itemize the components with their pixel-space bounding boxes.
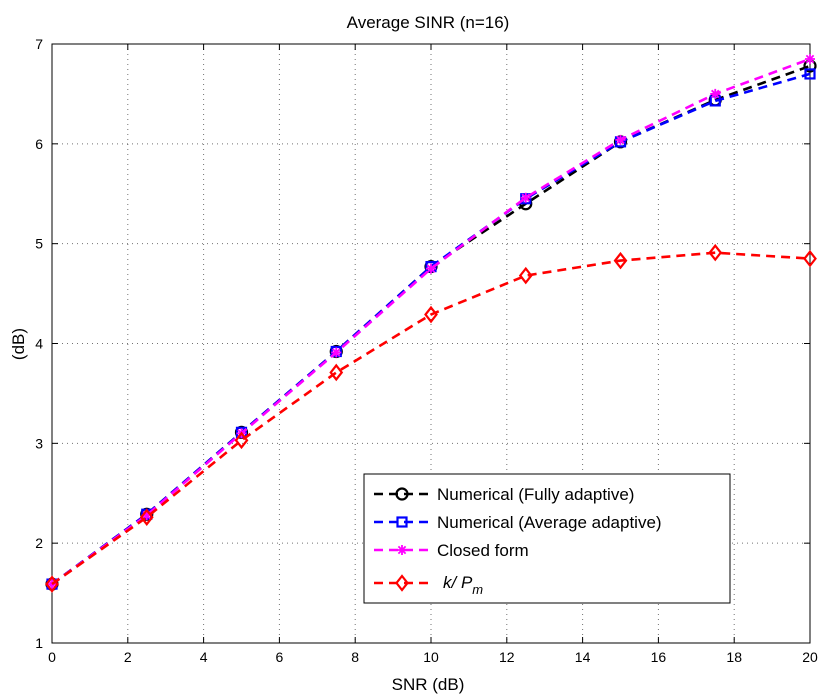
y-tick-label: 5 [35, 236, 43, 252]
data-point-k-over-pm [139, 508, 154, 526]
x-tick-label: 6 [276, 649, 284, 665]
data-point-k-over-pm [613, 251, 628, 270]
legend-marker-average-adaptive [396, 516, 408, 528]
x-tick-label: 14 [575, 649, 591, 665]
y-tick-label: 3 [35, 435, 43, 451]
legend-box [363, 473, 731, 604]
data-point-k-over-pm [708, 243, 723, 262]
x-tick-label: 10 [423, 649, 439, 665]
data-point-closed-form [615, 134, 626, 145]
x-tick-label: 20 [802, 649, 818, 665]
series-k-over-pm [45, 243, 817, 593]
legend-label-k-over-pm: k/ Pm [443, 573, 483, 597]
y-tick-label: 4 [35, 336, 43, 352]
x-tick-label: 0 [48, 649, 56, 665]
data-point-k-over-pm [45, 575, 59, 593]
x-axis-label: SNR (dB) [392, 675, 465, 694]
y-tick-label: 1 [35, 635, 43, 651]
data-point-k-over-pm [803, 249, 817, 268]
x-tick-label: 4 [200, 649, 208, 665]
legend-label-k-over-p: k/ P [443, 573, 473, 592]
data-series [45, 53, 817, 593]
legend-label-subscript-m: m [472, 582, 483, 597]
data-point-closed-form [710, 88, 721, 99]
data-point-closed-form [141, 510, 152, 521]
series-line-closed-form [51, 57, 811, 586]
data-point-closed-form [805, 53, 815, 64]
chart-title: Average SINR (n=16) [347, 13, 510, 32]
series-line-k-over-pm [51, 251, 811, 586]
legend-label-fully-adaptive: Numerical (Fully adaptive) [437, 485, 634, 504]
legend-label-average-adaptive: Numerical (Average adaptive) [437, 513, 662, 532]
data-point-closed-form [520, 192, 531, 203]
y-axis-label: (dB) [9, 328, 28, 360]
legend-marker-k-over-pm [395, 574, 409, 592]
data-point-k-over-pm [329, 363, 344, 382]
y-tick-label: 2 [35, 535, 43, 551]
x-tick-label: 18 [726, 649, 742, 665]
y-tick-label: 6 [35, 136, 43, 152]
x-tick-label: 8 [351, 649, 359, 665]
data-point-closed-form [426, 263, 436, 274]
data-point-closed-form [331, 347, 342, 358]
x-tick-label: 16 [651, 649, 667, 665]
x-tick-label: 12 [499, 649, 515, 665]
x-tick-label: 2 [124, 649, 132, 665]
data-point-average-adaptive [804, 68, 816, 80]
legend-label-closed-form: Closed form [437, 541, 529, 560]
legend: Numerical (Fully adaptive) Numerical (Av… [363, 473, 731, 604]
data-point-k-over-pm [234, 431, 249, 450]
legend-marker-closed-form [397, 545, 407, 555]
legend-marker-fully-adaptive [395, 487, 409, 501]
legend-samples [374, 487, 430, 592]
data-point-k-over-pm [518, 266, 533, 285]
data-point-k-over-pm [424, 305, 438, 324]
y-tick-label: 7 [35, 36, 43, 52]
